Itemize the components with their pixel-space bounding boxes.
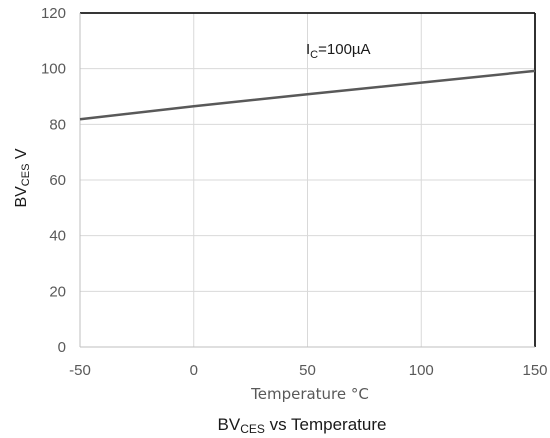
x-tick-label: -50: [69, 362, 91, 379]
y-tick-label: 40: [49, 228, 66, 245]
y-tick-labels: 0 20 40 60 80 100 120: [41, 5, 66, 356]
x-tick-label: 100: [409, 362, 434, 379]
y-tick-label: 100: [41, 61, 66, 78]
grid-lines: [80, 12, 535, 347]
series-group: [79, 69, 536, 121]
plot-frame: [79, 12, 536, 348]
y-tick-label: 20: [49, 283, 66, 300]
x-tick-label: 0: [190, 362, 198, 379]
series-line: [79, 69, 536, 121]
y-tick-label: 0: [58, 339, 66, 356]
y-axis-title: BVCES V: [13, 148, 32, 207]
chart-title: BVCES vs Temperature: [218, 415, 387, 436]
y-tick-label: 80: [49, 116, 66, 133]
x-tick-label: 150: [522, 362, 547, 379]
x-tick-labels: -50 0 50 100 150: [69, 362, 547, 379]
x-axis-title: Temperature °C: [250, 385, 369, 403]
x-tick-label: 50: [299, 362, 316, 379]
y-tick-label: 60: [49, 172, 66, 189]
y-tick-label: 120: [41, 5, 66, 22]
chart-annotation: IC=100µA: [306, 41, 371, 61]
